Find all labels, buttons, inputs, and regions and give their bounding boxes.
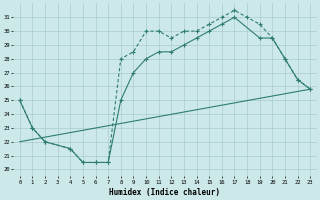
X-axis label: Humidex (Indice chaleur): Humidex (Indice chaleur) [109, 188, 220, 197]
